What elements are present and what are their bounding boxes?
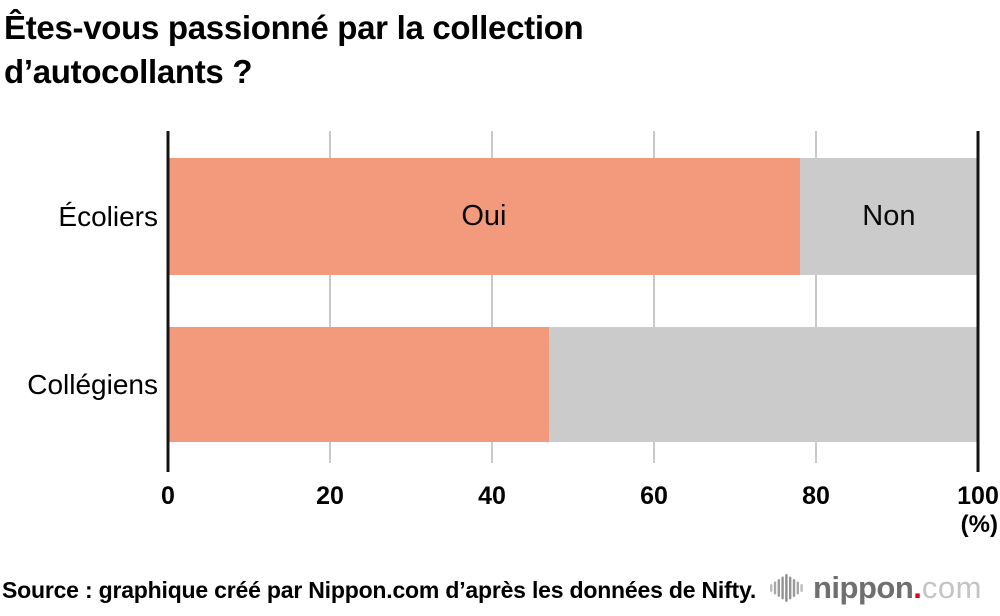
bar-segment-ecoliers-oui: Oui <box>168 158 800 275</box>
x-tick-label-80: 80 <box>802 482 830 510</box>
gridline-60 <box>653 131 655 463</box>
chart-title: Êtes-vous passionné par la collection d’… <box>4 6 764 94</box>
bar-segment-collegiens-non <box>548 327 978 442</box>
x-tick-label-60: 60 <box>640 482 668 510</box>
logo-text-nippon: nippon <box>813 570 914 605</box>
x-tick-label-0: 0 <box>161 482 175 510</box>
axis-line-0 <box>166 131 170 472</box>
series-label-non: Non <box>862 200 916 232</box>
x-axis-unit-label: (%) <box>960 511 998 538</box>
plot-area: Oui Non <box>166 131 980 472</box>
bar-segment-collegiens-oui <box>168 327 549 442</box>
chart-title-line1: Êtes-vous passionné par la collection <box>4 9 584 46</box>
x-tick-label-40: 40 <box>478 482 506 510</box>
category-label-ecoliers: Écoliers <box>58 200 158 232</box>
bar-ecoliers: Oui Non <box>168 158 978 275</box>
bar-collegiens <box>168 327 978 442</box>
logo-text-com: com <box>921 570 982 605</box>
gridline-40 <box>491 131 493 463</box>
x-tick-label-20: 20 <box>316 482 344 510</box>
source-attribution: Source : graphique créé par Nippon.com d… <box>2 577 757 603</box>
logo-red-dot: . <box>913 570 922 605</box>
chart-title-line2: d’autocollants ? <box>4 53 253 90</box>
gridline-80 <box>815 131 817 463</box>
waveform-bars-icon <box>770 574 803 602</box>
category-label-collegiens: Collégiens <box>27 368 158 400</box>
nippon-com-logo: nippon. com <box>770 568 982 608</box>
axis-line-100 <box>976 131 980 472</box>
x-tick-label-100: 100 <box>957 482 999 510</box>
bar-segment-ecoliers-non: Non <box>799 158 978 275</box>
series-label-oui: Oui <box>461 200 507 232</box>
gridline-20 <box>329 131 331 463</box>
